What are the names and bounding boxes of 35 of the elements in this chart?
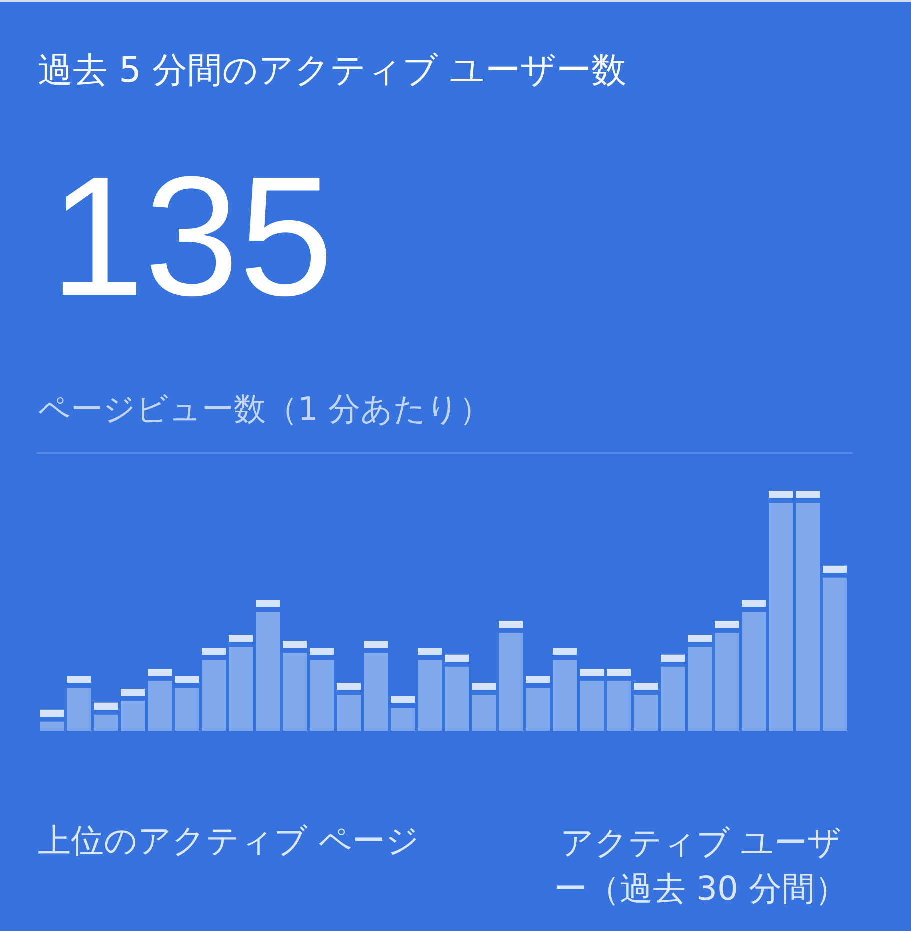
bar (769, 503, 793, 731)
bar (418, 660, 442, 731)
bar (526, 688, 550, 731)
bar (580, 681, 604, 731)
bar (229, 647, 253, 731)
bar (688, 647, 712, 731)
bar (823, 578, 847, 731)
bar (715, 633, 739, 731)
bar (364, 653, 388, 731)
bar (94, 714, 118, 731)
bar (607, 681, 631, 731)
bar (40, 722, 64, 731)
bar (553, 660, 577, 731)
bar (148, 681, 172, 731)
bar (337, 695, 361, 731)
text: 135 (50, 142, 334, 332)
bar (796, 503, 820, 731)
bar (472, 695, 496, 731)
bar (283, 653, 307, 731)
bar (445, 666, 469, 731)
bar (175, 688, 199, 731)
bar (499, 633, 523, 731)
bar (202, 660, 226, 731)
bar (634, 695, 658, 731)
chart-subtitle: ページビュー数（1 分あたり） (38, 390, 492, 428)
bar (661, 666, 685, 731)
bar (742, 612, 766, 731)
bar (391, 708, 415, 731)
chart-title: 過去 5 分間のアクティブ ユーザー数 (38, 50, 627, 92)
bar (67, 688, 91, 731)
bar (310, 660, 334, 731)
text: 上位のアクティブ ページ (38, 820, 420, 862)
bar (256, 612, 280, 731)
text: アクティブ ユーザー（過去 30 分間） (553, 822, 849, 910)
bar (121, 701, 145, 731)
